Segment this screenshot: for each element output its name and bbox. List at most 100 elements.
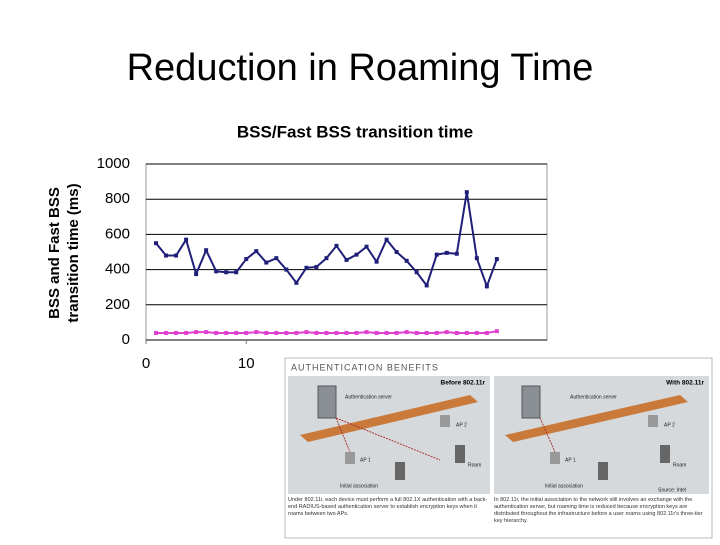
point — [484, 330, 489, 335]
device-icon — [598, 462, 608, 480]
server-icon — [521, 385, 541, 419]
point — [434, 330, 439, 335]
point — [394, 250, 399, 254]
point — [324, 330, 329, 335]
y-axis-label: transition time (ms) — [65, 183, 82, 322]
point — [424, 330, 429, 335]
ap-icon — [440, 415, 450, 427]
network-band — [300, 395, 478, 442]
point — [294, 330, 299, 335]
point — [324, 256, 329, 261]
x-tick-label: 10 — [238, 355, 255, 372]
ap-icon — [648, 415, 658, 427]
panel-before: Before 802.11r Authentication server AP … — [288, 376, 490, 517]
ap-icon — [345, 452, 355, 464]
point — [314, 330, 319, 335]
point — [344, 257, 349, 262]
label: AP 2 — [664, 422, 675, 428]
caption-box: Under 802.11i, each device must perform … — [288, 497, 487, 517]
point — [254, 330, 259, 335]
point — [174, 253, 179, 258]
point — [464, 330, 469, 335]
point — [204, 248, 209, 253]
chart-title: BSS/Fast BSS transition time — [237, 122, 473, 141]
inset-title: AUTHENTICATION BENEFITS — [291, 362, 439, 372]
point — [154, 330, 159, 335]
panel-after: With 802.11r Authentication server AP 2 … — [494, 376, 709, 524]
label: AP 2 — [456, 422, 467, 428]
point — [304, 330, 309, 335]
point — [154, 241, 159, 246]
label: Authentication server — [570, 394, 617, 400]
label: Roam — [468, 462, 481, 468]
label: Initial association — [545, 483, 583, 489]
label: Authentication server — [345, 394, 392, 400]
y-tick-label: 800 — [105, 190, 130, 207]
y-tick-label: 400 — [105, 261, 130, 278]
point — [274, 330, 279, 335]
y-axis-label: BSS and Fast BSS — [46, 187, 63, 319]
point — [334, 243, 339, 248]
point — [314, 264, 319, 269]
point — [444, 330, 449, 335]
point — [214, 269, 219, 274]
point — [244, 257, 249, 262]
point — [414, 270, 419, 275]
point — [224, 270, 229, 275]
point — [174, 330, 179, 335]
point — [284, 330, 289, 335]
device-icon — [660, 445, 670, 463]
point — [164, 253, 169, 258]
point — [434, 252, 439, 257]
point — [464, 190, 469, 195]
point — [394, 330, 399, 335]
point — [184, 237, 189, 242]
label: AP 1 — [565, 457, 576, 463]
server-icon — [317, 385, 337, 419]
point — [374, 330, 379, 335]
point — [354, 330, 359, 335]
point — [234, 330, 239, 335]
point — [474, 330, 479, 335]
point — [194, 330, 199, 335]
path-line — [335, 417, 441, 461]
point — [164, 330, 169, 335]
point — [254, 249, 259, 254]
point — [344, 330, 349, 335]
point — [274, 256, 279, 261]
path-line — [539, 417, 556, 453]
y-tick-label: 200 — [105, 296, 130, 313]
y-tick-label: 600 — [105, 225, 130, 242]
point — [494, 257, 499, 262]
caption-box: In 802.11r, the initial association to t… — [494, 497, 703, 524]
point — [304, 265, 309, 270]
point — [364, 330, 369, 335]
label: AP 1 — [360, 457, 371, 463]
point — [184, 330, 189, 335]
ap-icon — [550, 452, 560, 464]
point — [354, 252, 359, 257]
slide-title: Reduction in Roaming Time — [127, 47, 594, 89]
point — [404, 258, 409, 263]
point — [294, 280, 299, 285]
point — [364, 244, 369, 249]
x-tick-label: 0 — [142, 355, 150, 372]
plot-area — [145, 163, 548, 341]
plot: 0 200 400 600 800 1000 0 10 — [97, 155, 548, 372]
point — [454, 251, 459, 256]
device-icon — [455, 445, 465, 463]
point — [264, 330, 269, 335]
y-tick-label: 0 — [122, 331, 130, 348]
label: Roam — [673, 462, 686, 468]
point — [244, 330, 249, 335]
point — [284, 267, 289, 272]
point — [454, 330, 459, 335]
path-line — [335, 417, 351, 453]
point — [484, 284, 489, 289]
y-tick-label: 1000 — [97, 155, 130, 172]
point — [384, 330, 389, 335]
point — [374, 259, 379, 264]
point — [494, 329, 499, 334]
device-icon — [395, 462, 405, 480]
